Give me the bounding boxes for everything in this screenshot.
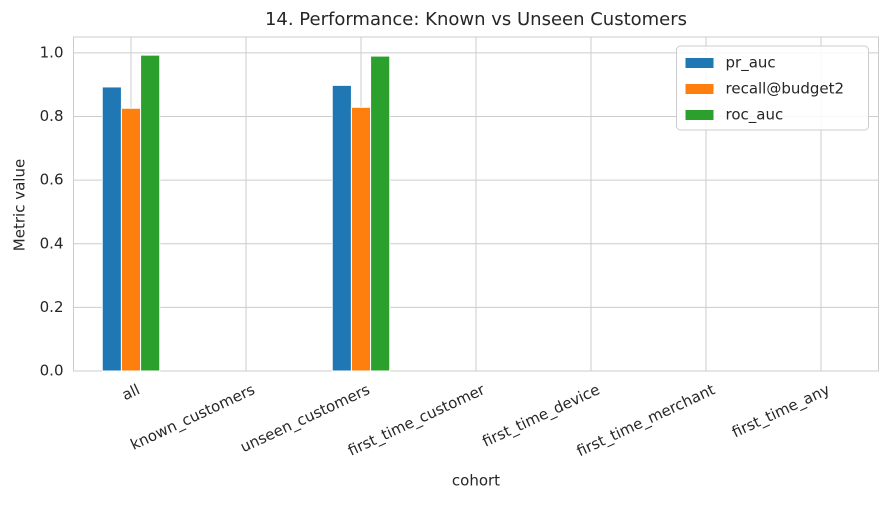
bar: [370, 55, 391, 372]
legend-label: roc_auc: [726, 106, 784, 125]
legend-swatch: [685, 58, 714, 68]
x-tick-label: all: [119, 380, 142, 404]
y-tick-label: 0.0: [40, 362, 64, 380]
y-axis-label: Metric value: [11, 159, 29, 251]
legend-label: recall@budget2: [726, 80, 845, 98]
y-tick-label: 1.0: [40, 43, 64, 61]
y-tick-label: 0.2: [40, 298, 64, 316]
bar: [331, 84, 352, 372]
legend-swatch: [685, 110, 714, 120]
bar: [120, 107, 142, 372]
plot-frame: [73, 36, 879, 372]
legend-swatch: [685, 84, 714, 94]
x-axis-label: cohort: [452, 472, 500, 490]
legend-label: pr_auc: [726, 54, 776, 73]
y-tick-label: 0.6: [40, 171, 64, 189]
legend-box: [676, 45, 869, 131]
bar: [101, 86, 122, 372]
bar: [140, 54, 161, 372]
x-tick-label: first_time_any: [729, 380, 833, 442]
bar: [350, 106, 372, 372]
y-tick-label: 0.8: [40, 107, 64, 125]
chart-title: 14. Performance: Known vs Unseen Custome…: [265, 9, 687, 30]
y-tick-label: 0.4: [40, 234, 64, 252]
